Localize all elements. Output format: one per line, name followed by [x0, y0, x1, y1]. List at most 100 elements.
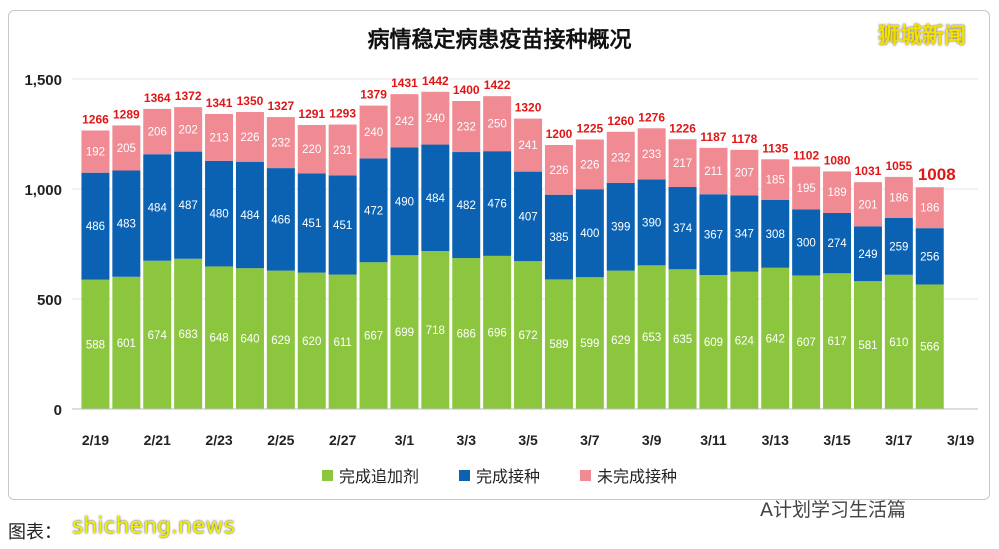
- data-label: 249: [858, 249, 877, 261]
- x-tick-label: 3/1: [395, 432, 415, 448]
- legend-swatch: [321, 469, 333, 481]
- data-label: 635: [673, 334, 692, 346]
- total-label: 1350: [237, 94, 264, 108]
- data-label: 205: [117, 143, 136, 155]
- data-label: 607: [797, 337, 816, 349]
- bar-segment: [699, 275, 728, 409]
- bar-segment: [205, 266, 234, 409]
- data-label: 487: [179, 200, 198, 212]
- bar-segment: [761, 159, 790, 200]
- data-label: 624: [735, 335, 755, 347]
- x-tick-label: 3/11: [700, 432, 727, 448]
- bar-segment: [606, 131, 635, 183]
- bar-segment: [174, 258, 203, 409]
- bar-segment: [514, 171, 543, 262]
- data-label: 242: [395, 116, 414, 128]
- bar-segment: [297, 173, 326, 273]
- total-label: 1200: [546, 127, 573, 141]
- legend-swatch: [580, 469, 591, 481]
- data-label: 696: [488, 327, 507, 339]
- bar-segment: [328, 124, 357, 176]
- data-label: 211: [704, 166, 722, 178]
- data-label: 699: [395, 327, 414, 339]
- bar-segment: [792, 275, 821, 409]
- bar-segment: [668, 139, 697, 188]
- caption: 图表：: [8, 522, 62, 543]
- total-label: 1291: [298, 107, 325, 121]
- bar-segment: [390, 255, 419, 409]
- bar-segment: [575, 277, 604, 409]
- total-label: 1442: [422, 74, 449, 88]
- bar-segment: [81, 172, 110, 280]
- total-label: 1364: [144, 91, 171, 105]
- bar-segment: [730, 149, 759, 196]
- bar-segment: [544, 194, 573, 280]
- x-tick-label: 3/9: [642, 432, 662, 448]
- watermark: shicheng.news: [72, 514, 235, 539]
- bar-segment: [823, 273, 852, 409]
- data-label: 240: [364, 127, 383, 139]
- data-label: 399: [611, 222, 630, 234]
- bar-segment: [853, 226, 882, 282]
- bar-segment: [235, 161, 264, 269]
- data-label: 581: [858, 340, 877, 352]
- brand-logo: 狮城新闻: [878, 24, 967, 49]
- total-label: 1080: [824, 153, 851, 167]
- bar-segment: [575, 189, 604, 278]
- bar-segment: [884, 217, 913, 275]
- data-label: 610: [889, 337, 908, 349]
- x-tick-label: 3/5: [518, 432, 538, 448]
- data-label: 232: [457, 122, 476, 134]
- x-tick-label: 3/13: [762, 432, 789, 448]
- x-tick-label: 2/23: [205, 432, 232, 448]
- data-label: 648: [209, 333, 228, 345]
- data-label: 186: [889, 192, 908, 204]
- bar-segment: [483, 255, 512, 409]
- bar-segment: [266, 270, 295, 409]
- data-label: 256: [920, 251, 939, 263]
- data-label: 217: [673, 158, 692, 170]
- y-tick-label: 1,000: [24, 182, 62, 199]
- data-label: 672: [518, 330, 537, 342]
- data-label: 231: [333, 145, 352, 157]
- bar-segment: [81, 130, 110, 173]
- bar-segment: [297, 272, 326, 409]
- data-label: 274: [827, 238, 847, 250]
- y-tick-label: 0: [54, 402, 62, 419]
- legend-label: 未完成接种: [597, 467, 678, 486]
- total-label: 1225: [576, 122, 603, 136]
- data-label: 390: [642, 217, 661, 229]
- data-label: 686: [457, 329, 476, 341]
- data-label: 490: [395, 196, 414, 208]
- legend-item: 完成接种: [458, 463, 540, 487]
- data-label: 385: [549, 232, 568, 244]
- data-label: 476: [488, 199, 507, 211]
- data-label: 718: [426, 325, 445, 337]
- y-tick-label: 1,500: [24, 72, 62, 89]
- bar-segment: [483, 151, 512, 256]
- bar-segment: [637, 265, 666, 409]
- data-label: 466: [271, 214, 290, 226]
- bar-segment: [853, 182, 882, 227]
- bar-segment: [328, 274, 357, 409]
- total-label: 1327: [267, 99, 294, 113]
- x-tick-label: 2/21: [144, 432, 171, 448]
- bar-segment: [884, 176, 913, 218]
- bar-segment: [174, 107, 203, 152]
- x-tick-label: 3/7: [580, 432, 600, 448]
- wechat-account: A计划学习生活篇: [760, 499, 906, 521]
- bar-segment: [730, 195, 759, 272]
- y-tick-label: 500: [37, 292, 62, 309]
- data-label: 653: [642, 332, 661, 344]
- total-label: 1226: [669, 121, 696, 135]
- data-label: 484: [240, 210, 260, 222]
- data-label: 484: [426, 193, 446, 205]
- bar-segment: [823, 212, 852, 274]
- bar-segment: [421, 251, 450, 409]
- data-label: 207: [735, 168, 754, 180]
- total-label: 1289: [113, 107, 140, 121]
- x-tick-label: 2/19: [82, 432, 109, 448]
- x-tick-label: 3/15: [823, 432, 850, 448]
- data-label: 609: [704, 337, 723, 349]
